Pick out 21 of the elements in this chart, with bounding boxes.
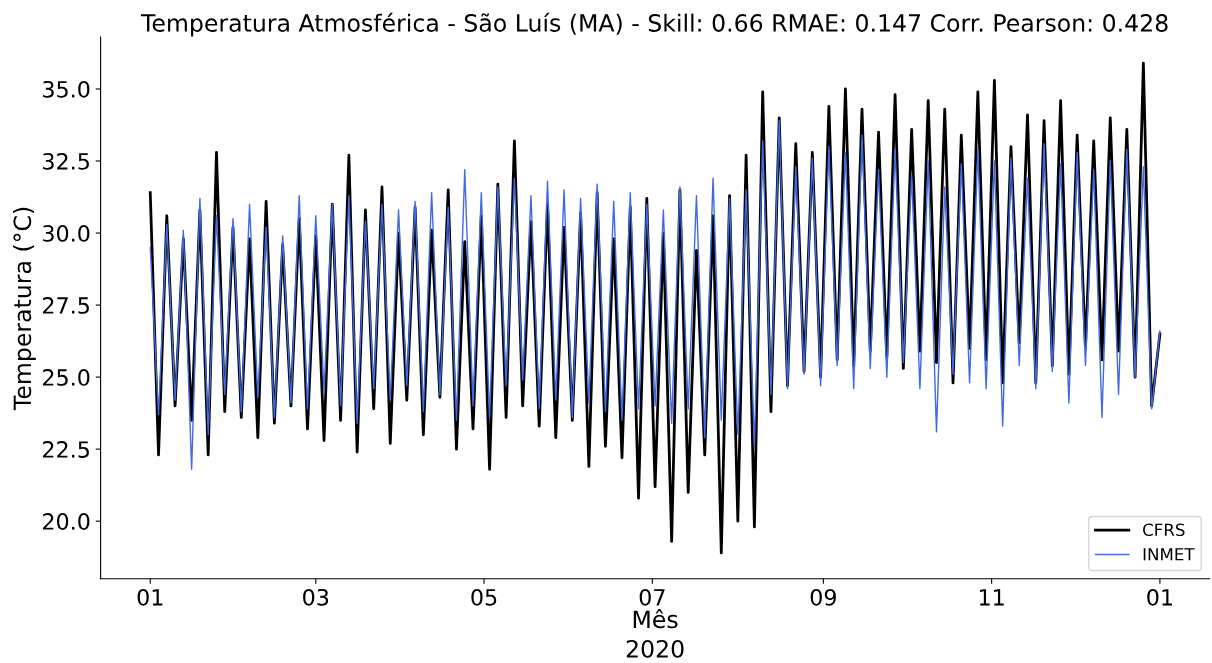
y-tick-label: 20.0	[43, 513, 90, 530]
x-tick-label: 05	[471, 588, 497, 606]
y-tick-label: 22.5	[43, 441, 89, 458]
x-tick-label: 01	[137, 588, 163, 606]
legend-label: INMET	[1143, 548, 1195, 561]
line-series	[149, 119, 1161, 471]
y-tick-label: 32.5	[43, 152, 89, 170]
x-axis-title: Mês	[633, 609, 678, 629]
y-axis-title: Temperatura (°C)	[13, 207, 36, 411]
x-tick-label: 01	[1147, 588, 1173, 606]
y-tick-label: 35.0	[43, 80, 90, 98]
x-tick-label: 11	[979, 589, 1004, 606]
y-tick-label: 30.0	[43, 225, 90, 242]
x-tick-label: 09	[810, 588, 836, 606]
x-tick-label: 07	[639, 588, 665, 606]
x-tick-label: 03	[303, 588, 329, 606]
chart-title: Temperatura Atmosférica - São Luís (MA) - Skill: 0.66 RMAE: 0.147 Corr. Pearson: 0.428	[140, 12, 1168, 37]
y-tick-label: 25.0	[43, 369, 90, 386]
legend-label: CFRS	[1143, 523, 1185, 537]
text: 2020	[626, 639, 684, 658]
y-tick-label: 27.5	[43, 297, 89, 314]
